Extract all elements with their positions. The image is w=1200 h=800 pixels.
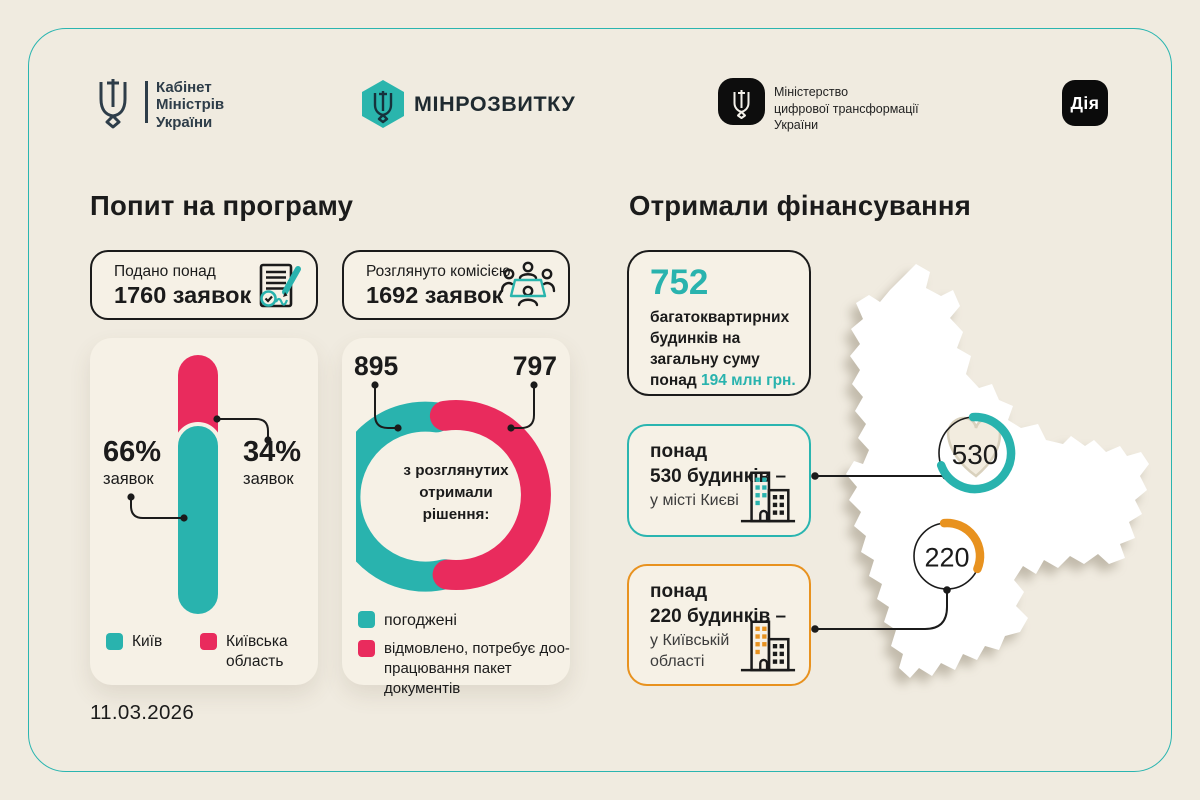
buildings-icon-teal bbox=[739, 465, 797, 525]
total-sum-accent: 194 млн грн. bbox=[700, 371, 796, 389]
rejected-count: 797 bbox=[512, 351, 557, 381]
total-buildings-value: 752 bbox=[650, 263, 709, 302]
reviewed-value: 1692 заявок bbox=[366, 282, 504, 308]
left-section-title: Попит на програму bbox=[90, 190, 354, 221]
diia-logo: Дія bbox=[1062, 80, 1108, 126]
report-date: 11.03.2026 bbox=[90, 701, 195, 724]
oblast-marker-value: 220 bbox=[924, 543, 969, 573]
committee-icon bbox=[500, 260, 556, 312]
total-financed-card: 752 багатоквартирних будинків на загальн… bbox=[627, 250, 811, 396]
logo-divider bbox=[145, 81, 148, 123]
donut-rejected-arc bbox=[429, 400, 551, 591]
oblast-marker-arc bbox=[939, 518, 985, 574]
right-section-title: Отримали фінансування bbox=[629, 190, 971, 221]
kyiv-oblast-map bbox=[846, 264, 1149, 678]
total-buildings-text: багатоквартирних будинків на загальну су… bbox=[650, 308, 796, 389]
minrozvytku-label: МІНРОЗВИТКУ bbox=[414, 92, 576, 116]
diia-label: Дія bbox=[1070, 92, 1100, 113]
legend-rejected: відмовлено, потребує доо- працювання пак… bbox=[358, 639, 570, 698]
hexagon-trident-icon bbox=[362, 80, 404, 128]
mintsifra-logo bbox=[718, 78, 765, 125]
donut-chart-card: 895 797 з розглянутих отримали рішення: … bbox=[342, 338, 570, 697]
legend-oblast: Київська область bbox=[200, 632, 288, 673]
oblast-share-label: 34% заявок bbox=[243, 436, 302, 489]
kyiv-city-card: понад 530 будинків – у місті Києві bbox=[627, 424, 811, 537]
approved-swatch bbox=[358, 611, 375, 628]
trident-icon bbox=[99, 79, 127, 129]
legend-approved: погоджені bbox=[358, 610, 457, 631]
buildings-icon-orange bbox=[739, 614, 797, 674]
reviewed-card: Розглянуто комісією 1692 заявок bbox=[342, 250, 570, 320]
donut-connectors bbox=[371, 381, 538, 432]
kyiv-marker-arc bbox=[936, 412, 1016, 494]
bar-chart-card: 66% заявок 34% заявок Київ Київська bbox=[90, 338, 318, 685]
kyiv-marker-value: 530 bbox=[952, 439, 999, 470]
document-pen-icon bbox=[252, 261, 304, 313]
reviewed-caption: Розглянуто комісією bbox=[366, 263, 511, 280]
oblast-swatch bbox=[200, 633, 217, 650]
kyiv-swatch bbox=[106, 633, 123, 650]
donut-center-label: з розглянутих отримали рішення: bbox=[403, 462, 509, 524]
submitted-caption: Подано понад bbox=[114, 263, 216, 280]
kabmin-label: Кабінет Міністрів України bbox=[156, 79, 225, 131]
donut-approved-arc bbox=[356, 401, 460, 592]
bar-connectors bbox=[127, 415, 272, 522]
legend-kyiv: Київ bbox=[106, 632, 162, 652]
approved-count: 895 bbox=[354, 351, 399, 381]
submitted-value: 1760 заявок bbox=[114, 282, 252, 308]
black-squircle-trident-icon bbox=[718, 78, 765, 125]
kabmin-logo bbox=[92, 75, 134, 129]
minrozvytku-logo bbox=[360, 79, 406, 129]
rejected-swatch bbox=[358, 640, 375, 657]
submitted-card: Подано понад 1760 заявок bbox=[90, 250, 318, 320]
kyiv-share-label: 66% заявок bbox=[103, 436, 162, 489]
map-connectors bbox=[815, 475, 948, 630]
mintsifra-label: Міністерство цифрової трансформації Укра… bbox=[774, 85, 919, 132]
donut-chart bbox=[356, 400, 551, 592]
kyiv-oblast-card: понад 220 будинків – у Київській області bbox=[627, 564, 811, 686]
